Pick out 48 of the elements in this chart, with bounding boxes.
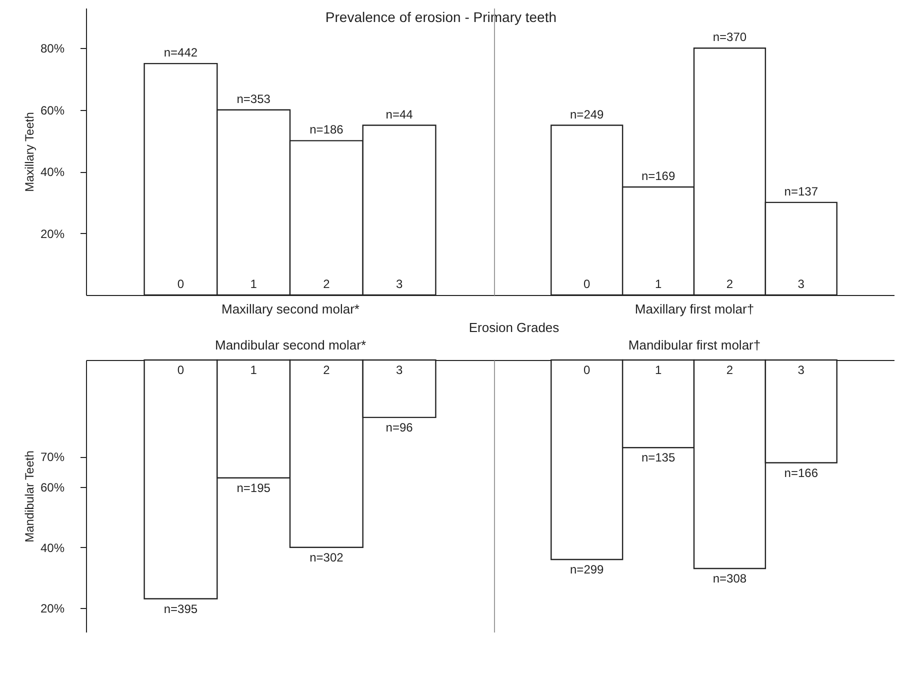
x-tick-label: 0: [177, 277, 184, 291]
annotation: n=166: [784, 466, 818, 480]
y-axis-title: Maxillary Teeth: [22, 112, 36, 192]
annotation: n=249: [570, 107, 604, 122]
y-tick-label: 40%: [40, 165, 65, 180]
x-tick-label: 1: [654, 277, 662, 291]
y-tick-label: 40%: [40, 540, 65, 555]
x-tick-label: 1: [250, 277, 258, 291]
annotation: n=395: [164, 602, 198, 616]
x-tick-label: 1: [654, 363, 662, 377]
annotation: n=137: [784, 184, 818, 198]
y-tick-label: 20%: [40, 601, 65, 616]
x-tick-label: 0: [584, 363, 591, 377]
annotation: n=299: [570, 562, 604, 576]
y-tick-label: 80%: [40, 42, 65, 56]
annotation: n=44: [386, 107, 414, 122]
x-tick-label: 2: [323, 363, 330, 377]
annotation: n=370: [712, 30, 747, 44]
x-tick-label: 2: [726, 363, 734, 377]
y-tick-label: 20%: [40, 226, 65, 241]
x-axis-title: Mandibular first molar†: [628, 338, 761, 352]
y-axis-title: Mandibular Teeth: [22, 450, 36, 542]
x-axis-title: Maxillary second molar*: [222, 302, 360, 316]
annotation: n=169: [641, 168, 676, 183]
x-tick-label: 3: [396, 277, 403, 291]
annotation: n=442: [164, 46, 198, 60]
y-tick-label: 70%: [40, 450, 65, 464]
x-tick-label: 3: [798, 277, 805, 291]
x-axis-title: Mandibular second molar*: [214, 338, 366, 352]
annotation: n=195: [236, 480, 271, 495]
x-tick-label: 2: [726, 277, 734, 291]
y-tick-label: 60%: [40, 103, 65, 118]
annotation: n=135: [641, 450, 676, 465]
annotation: n=302: [310, 550, 344, 564]
x-tick-label: 0: [177, 363, 184, 377]
x-tick-label: 1: [250, 363, 258, 377]
annotation: n=96: [386, 420, 414, 434]
chart-title: Prevalence of erosion - Primary teeth: [325, 9, 557, 25]
x-tick-label: 2: [323, 277, 330, 291]
annotation: n=308: [712, 572, 747, 586]
x-tick-label: 3: [798, 363, 805, 377]
annotation: n=353: [236, 92, 271, 106]
x-axis-title: Maxillary first molar†: [634, 302, 754, 316]
y-tick-label: 60%: [40, 480, 65, 494]
x-tick-label: 0: [584, 277, 591, 291]
x-tick-label: 3: [396, 363, 403, 377]
text: Erosion Grades: [468, 320, 560, 335]
annotation: n=186: [310, 122, 344, 137]
